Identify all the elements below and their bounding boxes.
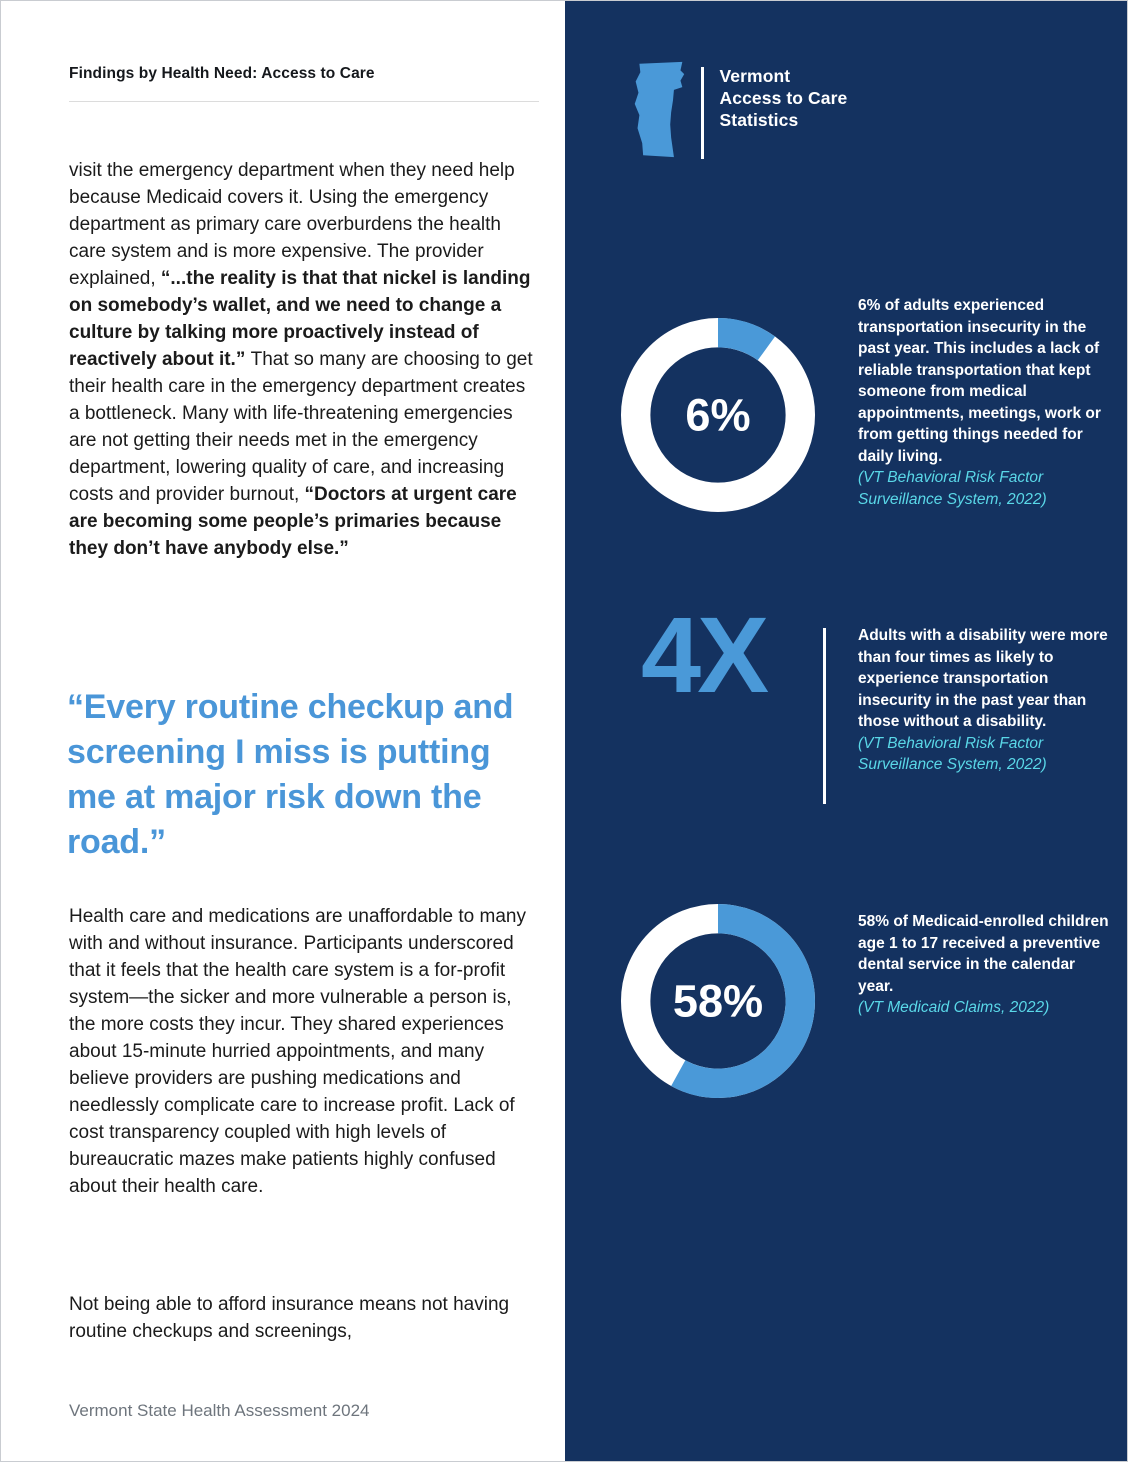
- donut-center-label: 58%: [673, 976, 763, 1027]
- vermont-state-icon: [634, 61, 685, 158]
- header-divider-rule: [69, 101, 539, 102]
- body-paragraph-insurance: Not being able to afford insurance means…: [69, 1294, 510, 1342]
- stat-text-transportation-insecurity: 6% of adults experienced transportation …: [858, 295, 1112, 510]
- stat-multiplier-4x: 4X: [641, 594, 769, 715]
- stat-description: 6% of adults experienced transportation …: [858, 297, 1101, 465]
- donut-chart-preventive-dental: 58%: [620, 903, 816, 1099]
- pull-quote: “Every routine checkup and screening I m…: [67, 688, 514, 861]
- running-head: Findings by Health Need: Access to Care: [69, 65, 375, 82]
- stat-description: Adults with a disability were more than …: [858, 627, 1108, 730]
- stat-source-citation: (VT Behavioral Risk Factor Surveillance …: [858, 469, 1047, 508]
- stat-source-citation: (VT Medicaid Claims, 2022): [858, 999, 1050, 1016]
- donut-chart-transportation-insecurity: 6%: [620, 317, 816, 513]
- donut-center-label: 6%: [685, 390, 750, 441]
- sidebar-header-divider: [701, 67, 704, 159]
- statistics-sidebar: Vermont Access to Care Statistics 6% 6% of…: [565, 1, 1127, 1461]
- stat-source-citation: (VT Behavioral Risk Factor Surveillance …: [858, 734, 1047, 774]
- multiplier-divider: [823, 628, 826, 804]
- body-paragraph-affordability: Health care and medications are unafford…: [69, 906, 526, 1197]
- sidebar-title: Vermont Access to Care Statistics: [719, 66, 848, 130]
- sidebar-header: Vermont Access to Care Statistics: [631, 59, 847, 161]
- stat-text-disability-transportation: Adults with a disability were more than …: [858, 625, 1112, 776]
- body-paragraph-emergency-department: visit the emergency department when they…: [69, 160, 533, 559]
- stat-text-preventive-dental: 58% of Medicaid-enrolled children age 1 …: [858, 911, 1112, 1019]
- stat-description: 58% of Medicaid-enrolled children age 1 …: [858, 913, 1109, 995]
- page-footer: Vermont State Health Assessment 2024: [69, 1401, 370, 1420]
